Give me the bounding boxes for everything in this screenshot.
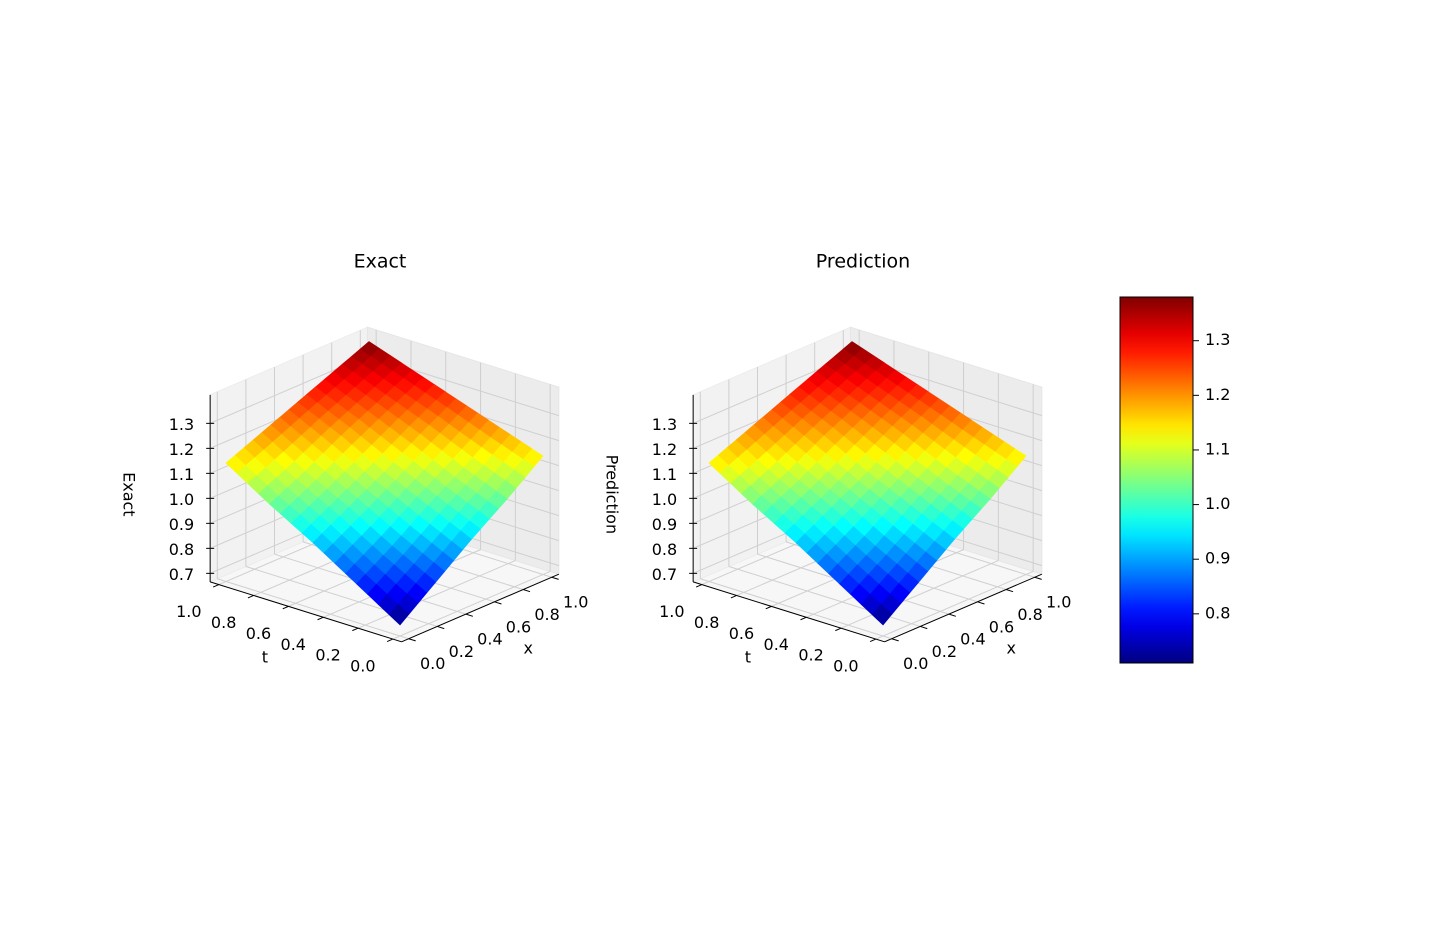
z-tick-label: 1.2 [169,440,194,459]
t-axis-line [210,581,402,643]
x-tick-label: 0.4 [960,630,985,649]
t-tick-label: 0.4 [281,635,306,654]
x-tick-label: 0.6 [506,617,531,636]
grid-line [840,560,999,629]
z-axis-label: Exact [120,472,139,516]
x-tick [891,638,899,642]
surface-facet [871,603,893,626]
x-tick [465,613,474,617]
colorbar-tick-label: 1.3 [1205,330,1230,349]
z-tick-label: 0.9 [169,515,194,534]
x-tick-label: 1.0 [1046,593,1071,612]
t-tick-label: 0.8 [211,613,236,632]
z-tick-label: 1.3 [169,415,194,434]
z-tick-label: 1.1 [652,465,677,484]
x-tick-label: 0.8 [1017,605,1042,624]
t-tick [835,627,842,632]
z-tick-label: 0.8 [652,540,677,559]
x-axis-label: x [523,638,532,657]
x-tick-label: 0.4 [477,630,502,649]
x-tick-label: 0.0 [903,654,928,673]
x-tick [551,576,559,580]
t-tick-label: 0.2 [315,646,340,665]
grid-line [357,560,516,629]
t-tick [386,638,394,642]
t-tick [212,584,220,588]
t-tick-label: 0.6 [246,624,271,643]
x-tick [437,625,445,630]
grid-line [875,570,1034,640]
t-tick [800,616,807,621]
colorbar [1119,296,1194,664]
x-tick-label: 0.2 [932,642,957,661]
panel-title: Exact [354,251,407,273]
z-tick-label: 1.0 [652,490,677,509]
colorbar-tick-label: 1.1 [1205,439,1230,458]
x-axis-line [884,573,1043,643]
t-tick-label: 0.4 [764,635,789,654]
colorbar-tick-label: 1.2 [1205,385,1230,404]
t-tick [317,616,324,621]
surface-facet [388,603,410,626]
panel-title: Prediction [816,251,910,273]
t-tick-label: 0.0 [833,657,858,676]
colorbar-tick-label: 0.8 [1205,603,1230,622]
z-tick-label: 1.1 [169,465,194,484]
colorbar-tick-label: 1.0 [1205,494,1230,513]
x-tick [408,638,416,642]
t-tick [730,595,737,599]
t-tick [695,584,703,588]
z-tick-label: 1.3 [652,415,677,434]
x-tick [494,601,502,605]
grid-line [392,570,551,640]
t-tick-label: 0.8 [694,613,719,632]
x-tick [977,601,985,605]
x-tick-label: 0.2 [449,642,474,661]
x-axis-line [401,573,560,643]
z-tick-label: 1.2 [652,440,677,459]
t-tick [765,605,772,610]
t-axis-label: t [745,647,751,666]
colorbar-tick-label: 0.9 [1205,549,1230,568]
t-tick-label: 0.0 [350,657,375,676]
t-tick [352,627,359,632]
t-tick-label: 1.0 [176,602,201,621]
x-tick [920,625,928,630]
t-tick [247,595,254,599]
x-tick-label: 1.0 [563,593,588,612]
grid-line [700,578,892,640]
x-tick [1005,589,1014,593]
x-axis-label: x [1006,638,1015,657]
x-tick-label: 0.0 [420,654,445,673]
t-tick [282,605,289,610]
x-tick-label: 0.8 [534,605,559,624]
z-tick-label: 1.0 [169,490,194,509]
z-tick-label: 0.8 [169,540,194,559]
z-tick-label: 0.9 [652,515,677,534]
t-axis-label: t [262,647,268,666]
t-axis-line [693,581,885,643]
x-tick [1034,576,1042,580]
x-tick [522,589,531,593]
x-tick [948,613,957,617]
z-tick-label: 0.7 [652,565,677,584]
z-tick-label: 0.7 [169,565,194,584]
t-tick [869,638,877,642]
grid-line [217,578,409,640]
t-tick-label: 0.6 [729,624,754,643]
x-tick-label: 0.6 [989,617,1014,636]
z-axis-label: Prediction [603,455,622,534]
t-tick-label: 0.2 [798,646,823,665]
t-tick-label: 1.0 [659,602,684,621]
